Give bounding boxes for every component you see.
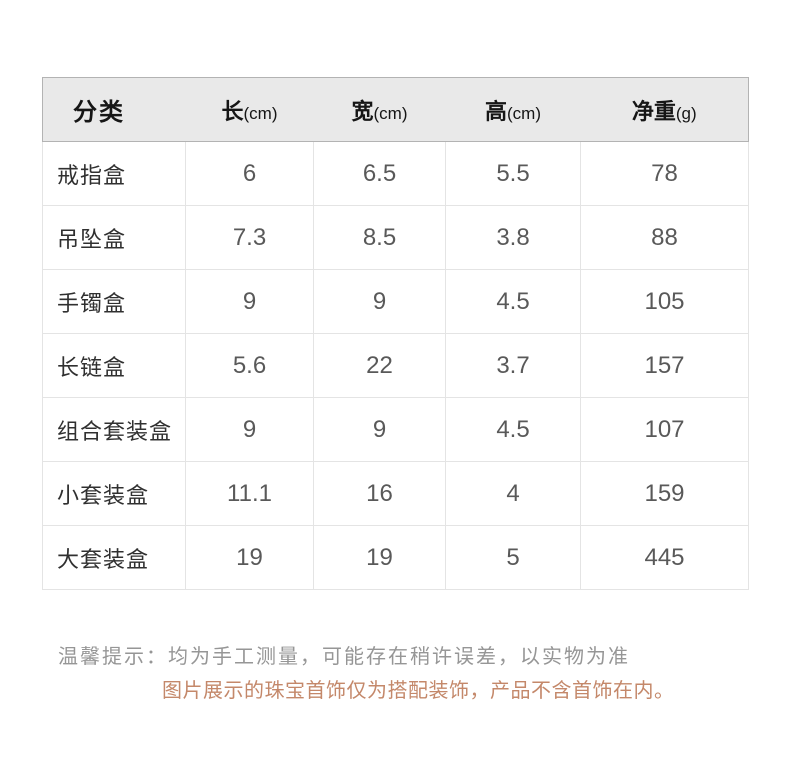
- value-cell: 159: [580, 461, 749, 526]
- value-cell: 157: [580, 333, 749, 398]
- value-cell: 9: [313, 397, 446, 462]
- value-cell: 9: [185, 269, 314, 334]
- category-cell: 戒指盒: [42, 141, 186, 206]
- measurement-disclaimer-note: 温馨提示：均为手工测量，可能存在稍许误差，以实物为准: [58, 646, 630, 668]
- value-cell: 4.5: [445, 397, 581, 462]
- value-cell: 4: [445, 461, 581, 526]
- table-header-row: 分类 长(cm) 宽(cm) 高(cm) 净重(g): [42, 77, 749, 142]
- value-cell: 105: [580, 269, 749, 334]
- value-cell: 6: [185, 141, 314, 206]
- column-header-length: 长(cm): [185, 77, 314, 142]
- category-cell: 长链盒: [42, 333, 186, 398]
- value-cell: 9: [185, 397, 314, 462]
- spec-table: 分类 长(cm) 宽(cm) 高(cm) 净重(g) 戒指盒 6 6.5 5.5 78 吊…: [42, 77, 749, 590]
- table-row: 手镯盒 9 9 4.5 105: [42, 269, 749, 334]
- column-header-net-weight-label: 净重: [631, 98, 676, 124]
- value-cell: 11.1: [185, 461, 314, 526]
- spec-table-body: 戒指盒 6 6.5 5.5 78 吊坠盒 7.3 8.5 3.8 88 手镯盒 9 9 4.5 105 长链盒…: [42, 141, 749, 590]
- value-cell: 5.5: [445, 141, 581, 206]
- value-cell: 19: [185, 525, 314, 590]
- column-header-width: 宽(cm): [313, 77, 446, 142]
- column-header-length-unit: (cm): [243, 103, 278, 123]
- category-cell: 大套装盒: [42, 525, 186, 590]
- value-cell: 5.6: [185, 333, 314, 398]
- value-cell: 3.8: [445, 205, 581, 270]
- value-cell: 78: [580, 141, 749, 206]
- notes-section: 温馨提示：均为手工测量，可能存在稍许误差，以实物为准 图片展示的珠宝首饰仅为搭配…: [58, 645, 758, 703]
- value-cell: 5: [445, 525, 581, 590]
- value-cell: 7.3: [185, 205, 314, 270]
- category-cell: 小套装盒: [42, 461, 186, 526]
- value-cell: 445: [580, 525, 749, 590]
- spec-table-header: 分类 长(cm) 宽(cm) 高(cm) 净重(g): [42, 77, 749, 142]
- column-header-width-unit: (cm): [373, 103, 408, 123]
- table-row: 吊坠盒 7.3 8.5 3.8 88: [42, 205, 749, 270]
- jewelry-not-included-note: 图片展示的珠宝首饰仅为搭配装饰，产品不含首饰在内。: [162, 680, 675, 702]
- table-row: 小套装盒 11.1 16 4 159: [42, 461, 749, 526]
- table-row: 组合套装盒 9 9 4.5 107: [42, 397, 749, 462]
- table-row: 长链盒 5.6 22 3.7 157: [42, 333, 749, 398]
- table-row: 大套装盒 19 19 5 445: [42, 525, 749, 590]
- value-cell: 6.5: [313, 141, 446, 206]
- value-cell: 16: [313, 461, 446, 526]
- column-header-net-weight-unit: (g): [675, 103, 697, 123]
- value-cell: 4.5: [445, 269, 581, 334]
- value-cell: 19: [313, 525, 446, 590]
- column-header-height: 高(cm): [445, 77, 581, 142]
- column-header-net-weight: 净重(g): [580, 77, 749, 142]
- value-cell: 8.5: [313, 205, 446, 270]
- value-cell: 22: [313, 333, 446, 398]
- value-cell: 107: [580, 397, 749, 462]
- value-cell: 88: [580, 205, 749, 270]
- column-header-height-unit: (cm): [507, 103, 541, 123]
- value-cell: 3.7: [445, 333, 581, 398]
- column-header-length-label: 长: [221, 98, 244, 124]
- category-cell: 吊坠盒: [42, 205, 186, 270]
- column-header-width-label: 宽: [351, 98, 374, 124]
- category-cell: 组合套装盒: [42, 397, 186, 462]
- category-cell: 手镯盒: [42, 269, 186, 334]
- value-cell: 9: [313, 269, 446, 334]
- column-header-height-label: 高: [485, 98, 508, 124]
- table-row: 戒指盒 6 6.5 5.5 78: [42, 141, 749, 206]
- column-header-category: 分类: [42, 77, 186, 142]
